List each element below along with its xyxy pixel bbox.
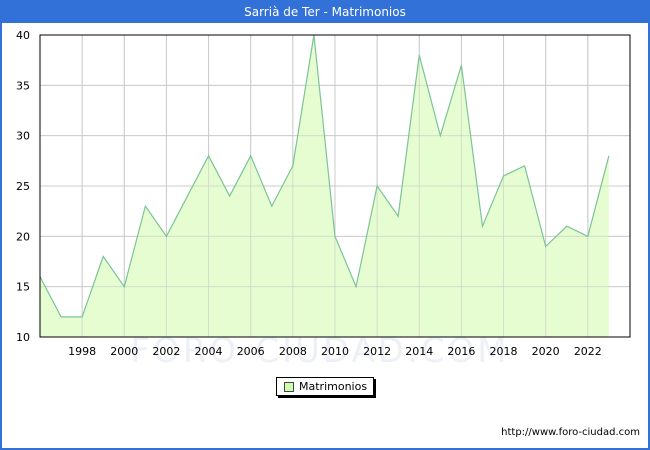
x-tick-label: 2022	[574, 345, 602, 358]
y-tick-label: 20	[16, 230, 30, 243]
x-tick-label: 2004	[195, 345, 223, 358]
watermark: FORO-CIUDAD.COM	[130, 331, 509, 371]
legend: Matrimonios	[276, 377, 374, 396]
y-tick-label: 15	[16, 281, 30, 294]
legend-swatch-icon	[284, 382, 294, 392]
x-tick-label: 2018	[490, 345, 518, 358]
x-tick-label: 2012	[363, 345, 391, 358]
y-tick-label: 25	[16, 180, 30, 193]
y-tick-label: 40	[16, 29, 30, 42]
y-tick-label: 35	[16, 79, 30, 92]
legend-label: Matrimonios	[299, 380, 368, 393]
x-tick-label: 2002	[152, 345, 180, 358]
plot-border	[39, 34, 631, 338]
y-tick-label: 30	[16, 130, 30, 143]
x-tick-label: 2020	[532, 345, 560, 358]
source-link[interactable]: http://www.foro-ciudad.com	[501, 427, 640, 438]
series-line	[39, 34, 610, 318]
y-tick-label: 10	[16, 331, 30, 344]
x-tick-label: 2000	[110, 345, 138, 358]
x-tick-label: 2016	[447, 345, 475, 358]
x-tick-label: 2006	[237, 345, 265, 358]
x-tick-label: 2008	[279, 345, 307, 358]
x-tick-label: 2010	[321, 345, 349, 358]
chart-title: Sarrià de Ter - Matrimonios	[2, 2, 648, 23]
x-tick-label: 1998	[68, 345, 96, 358]
x-tick-label: 2014	[405, 345, 433, 358]
